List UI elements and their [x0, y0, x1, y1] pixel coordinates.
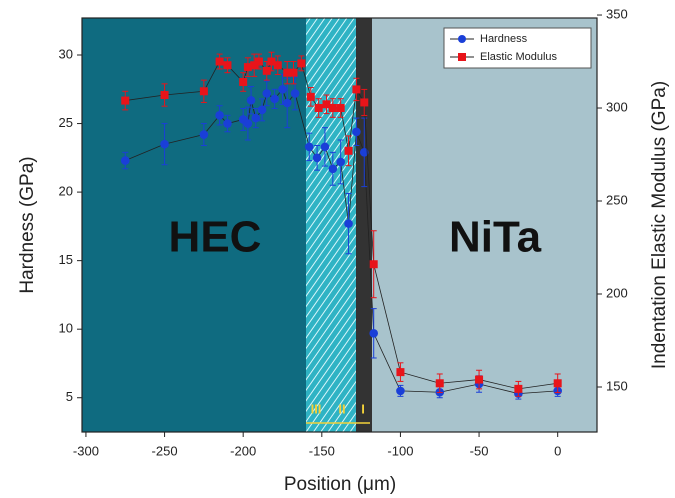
marker [396, 368, 405, 377]
plot-frame [81, 17, 598, 433]
legend-label: Elastic Modulus [480, 51, 558, 63]
marker [306, 92, 315, 101]
marker [262, 66, 271, 75]
marker [475, 375, 484, 384]
marker [223, 61, 232, 70]
marker [359, 148, 369, 157]
y-tick-label: 25 [59, 115, 73, 130]
marker [243, 119, 253, 128]
marker [160, 139, 169, 149]
marker [322, 100, 331, 109]
x-tick-label: 0 [554, 443, 561, 458]
x-tick-label: -300 [73, 443, 99, 458]
y2-tick-label: 350 [606, 6, 628, 21]
y-tick-label: 5 [66, 389, 73, 404]
marker [243, 63, 252, 72]
annotation: I [361, 401, 365, 416]
marker [246, 95, 256, 105]
legend-marker [458, 53, 466, 61]
marker [369, 260, 378, 269]
marker [553, 379, 562, 388]
x-tick-label: -250 [152, 443, 178, 458]
marker [320, 142, 330, 152]
marker [344, 219, 353, 228]
marker [352, 127, 361, 137]
marker [514, 384, 523, 393]
y-tick-label: 10 [59, 321, 73, 336]
y2-tick-label: 150 [606, 378, 628, 393]
marker [360, 98, 369, 107]
y2-axis-title: Indentation Elastic Modulus (GPa) [649, 81, 670, 369]
marker [273, 61, 282, 70]
marker [120, 156, 130, 165]
x-tick-label: -100 [387, 443, 413, 458]
marker [328, 104, 337, 113]
marker [254, 57, 263, 66]
marker [215, 57, 224, 66]
nita-region [372, 18, 597, 432]
y2-tick-label: 300 [606, 99, 628, 114]
annotation: III [311, 401, 322, 416]
marker [250, 61, 259, 70]
y-tick-label: 30 [59, 46, 73, 61]
marker [282, 98, 292, 108]
y-tick-label: 20 [59, 184, 73, 199]
legend-marker [458, 35, 466, 43]
marker [223, 119, 232, 128]
hec-region [82, 18, 306, 432]
marker [239, 77, 248, 86]
x-tick-label: -150 [309, 443, 335, 458]
legend-box [443, 27, 592, 69]
marker [304, 142, 314, 152]
y-tick-label: 15 [59, 252, 73, 267]
marker [314, 104, 323, 113]
marker [336, 157, 345, 167]
x-axis-title: Position (μm) [284, 474, 396, 495]
marker [352, 85, 361, 94]
marker [369, 328, 379, 338]
marker [283, 68, 292, 77]
marker [121, 96, 130, 105]
marker [267, 57, 276, 66]
y2-tick-label: 200 [606, 285, 628, 300]
legend-label: Hardness [480, 33, 528, 45]
marker [278, 84, 287, 94]
marker [328, 164, 338, 174]
annotation: HEC [169, 213, 262, 262]
marker [289, 68, 298, 77]
marker [262, 89, 272, 98]
marker [160, 90, 169, 99]
marker [297, 59, 306, 68]
marker [199, 130, 209, 139]
marker [270, 94, 279, 104]
annotation: NiTa [449, 213, 542, 262]
marker [396, 386, 405, 396]
marker [215, 111, 224, 120]
marker [257, 105, 267, 115]
marker [312, 153, 322, 163]
x-tick-label: -200 [230, 443, 256, 458]
interlayer-region [356, 18, 372, 432]
marker [344, 146, 353, 155]
y-axis-title: Hardness (GPa) [17, 156, 38, 293]
x-tick-label: -50 [470, 443, 489, 458]
marker [199, 87, 208, 96]
y2-tick-label: 250 [606, 192, 628, 207]
marker [251, 113, 261, 123]
annotation: II [338, 401, 345, 416]
marker [435, 379, 444, 388]
marker [290, 89, 300, 98]
marker [336, 104, 345, 113]
